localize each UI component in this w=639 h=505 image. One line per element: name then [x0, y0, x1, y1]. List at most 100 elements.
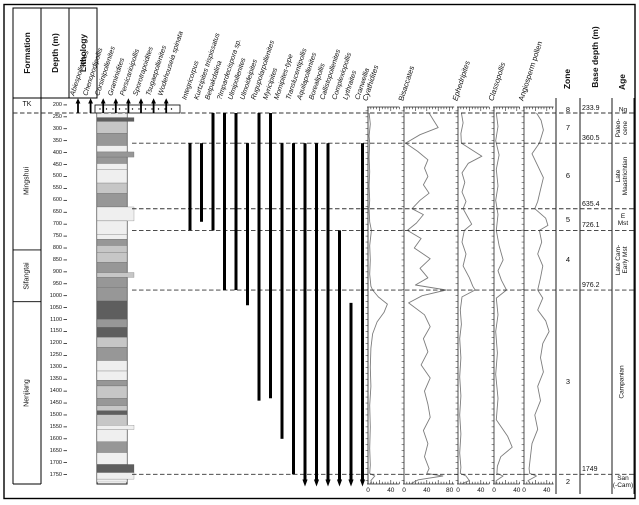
x-axis-tick-label: 80: [446, 487, 454, 494]
depth-tick-label: 1250: [49, 352, 62, 359]
depth-tick-label: 350: [52, 137, 62, 144]
x-axis-tick-label: 40: [387, 487, 395, 494]
formation-label-tk: TK: [22, 101, 32, 109]
depth-tick-label: 800: [52, 245, 62, 251]
abundance-curve-5: [527, 112, 550, 484]
age-label: San (-Cam): [612, 475, 634, 490]
down-arrow-icon: [313, 479, 320, 487]
depth-tick-label: 1100: [50, 316, 62, 323]
depth-tick-label: 450: [52, 161, 62, 168]
down-arrow-icon: [359, 479, 366, 487]
formation-label-mingshui: Mingshui: [23, 167, 31, 196]
down-arrow-icon: [336, 479, 343, 487]
x-axis-tick-label: 0: [402, 487, 406, 494]
depth-tick-label: 250: [52, 113, 62, 120]
zone-number: 6: [565, 170, 571, 180]
depth-tick-label: 950: [52, 280, 62, 287]
range-bar: [361, 143, 364, 481]
range-bar: [223, 113, 226, 291]
taxa-range-bars: [75, 98, 366, 487]
formation-label-nenjiang: Nenjiang: [23, 379, 31, 407]
zone-number: 3: [565, 377, 571, 387]
range-bar: [326, 143, 330, 481]
depth-tick-label: 1650: [49, 447, 62, 454]
abundance-curve-2: [405, 112, 447, 485]
zone-column-header: Zone: [562, 68, 572, 90]
formation-label-sifangtai: Sifangtai: [23, 262, 31, 290]
up-arrow-icon: [113, 98, 119, 104]
range-bar: [280, 143, 284, 439]
depth-tick-label: 200: [52, 101, 62, 108]
range-bar: [292, 143, 295, 475]
range-bar: [246, 143, 249, 306]
lithology-header-box: [68, 7, 98, 99]
abundance-curve-1: [368, 112, 388, 484]
depth-tick-label: 1550: [49, 423, 62, 430]
zone-number: 8: [565, 105, 571, 115]
depth-tick-label: 900: [52, 268, 62, 275]
down-arrow-icon: [325, 479, 331, 487]
base-depth-column-header: Base depth (m): [590, 26, 600, 88]
abundance-curve-3: [459, 112, 483, 485]
figure-border: [3, 3, 636, 500]
range-bar: [338, 230, 341, 480]
down-arrow-icon: [348, 479, 354, 487]
x-axis-tick-label: 0: [366, 487, 370, 494]
depth-tick-label: 1350: [49, 376, 62, 383]
depth-tick-label: 850: [52, 256, 62, 263]
formation-column-header: Formation: [22, 32, 32, 74]
x-axis-tick-label: 40: [513, 487, 521, 494]
zone-boundary-lines: [13, 112, 634, 475]
range-bar: [188, 143, 192, 231]
range-bar: [315, 143, 318, 481]
range-bar: [269, 113, 272, 399]
depth-tick-label: 650: [52, 209, 62, 216]
base-depth-value: 976.2: [582, 282, 600, 290]
up-arrow-icon: [126, 98, 131, 104]
age-label: Paleo- cene: [615, 118, 629, 138]
range-bar: [303, 143, 307, 481]
depth-tick-label: 550: [52, 185, 62, 192]
zone-number: 4: [565, 255, 571, 265]
formation-header-box: [12, 7, 42, 99]
depth-tick-label: 600: [52, 197, 62, 204]
depth-tick-label: 1500: [49, 411, 62, 418]
x-axis-tick-label: 40: [423, 487, 431, 494]
base-depth-value: 635.4: [582, 200, 600, 208]
zone-number: 5: [565, 214, 571, 224]
age-column-header: Age: [617, 73, 627, 91]
x-axis-tick-label: 0: [492, 487, 496, 494]
down-arrow-icon: [302, 479, 308, 487]
range-bar: [211, 113, 215, 231]
depth-tick-label: 1200: [49, 340, 62, 347]
up-arrow-icon: [151, 98, 156, 104]
zone-number: 2: [565, 477, 571, 487]
range-bar: [349, 302, 353, 480]
up-arrow-icon: [163, 98, 169, 104]
up-arrow-icon: [75, 98, 81, 104]
age-label: Late Maastrichtian: [615, 156, 629, 196]
lithology-column: [94, 104, 181, 485]
base-depth-value: 360.5: [582, 135, 600, 143]
up-arrow-icon: [138, 98, 144, 104]
column-frames: [12, 7, 635, 494]
age-label: Campanian: [618, 365, 626, 399]
up-arrow-icon: [88, 98, 93, 104]
abundance-charts: [365, 106, 554, 485]
depth-tick-label: 1750: [49, 471, 62, 478]
depth-column-header: Depth (m): [50, 33, 60, 73]
base-depth-value: 1749: [582, 466, 598, 474]
age-label: Late Cam- Early Mst: [615, 245, 629, 276]
depth-tick-label: 750: [52, 233, 62, 240]
depth-header-box: [40, 7, 70, 99]
base-depth-value: 233.9: [582, 105, 600, 112]
zone-number: 7: [565, 123, 571, 133]
base-depth-value: 726.1: [582, 222, 600, 230]
age-label: E Mst: [617, 212, 629, 227]
depth-tick-label: 1300: [49, 364, 62, 371]
x-axis-tick-label: 0: [456, 487, 460, 494]
depth-tick-label: 500: [52, 173, 62, 180]
tk-bed-box: [94, 104, 181, 114]
x-axis-tick-label: 40: [477, 487, 485, 494]
